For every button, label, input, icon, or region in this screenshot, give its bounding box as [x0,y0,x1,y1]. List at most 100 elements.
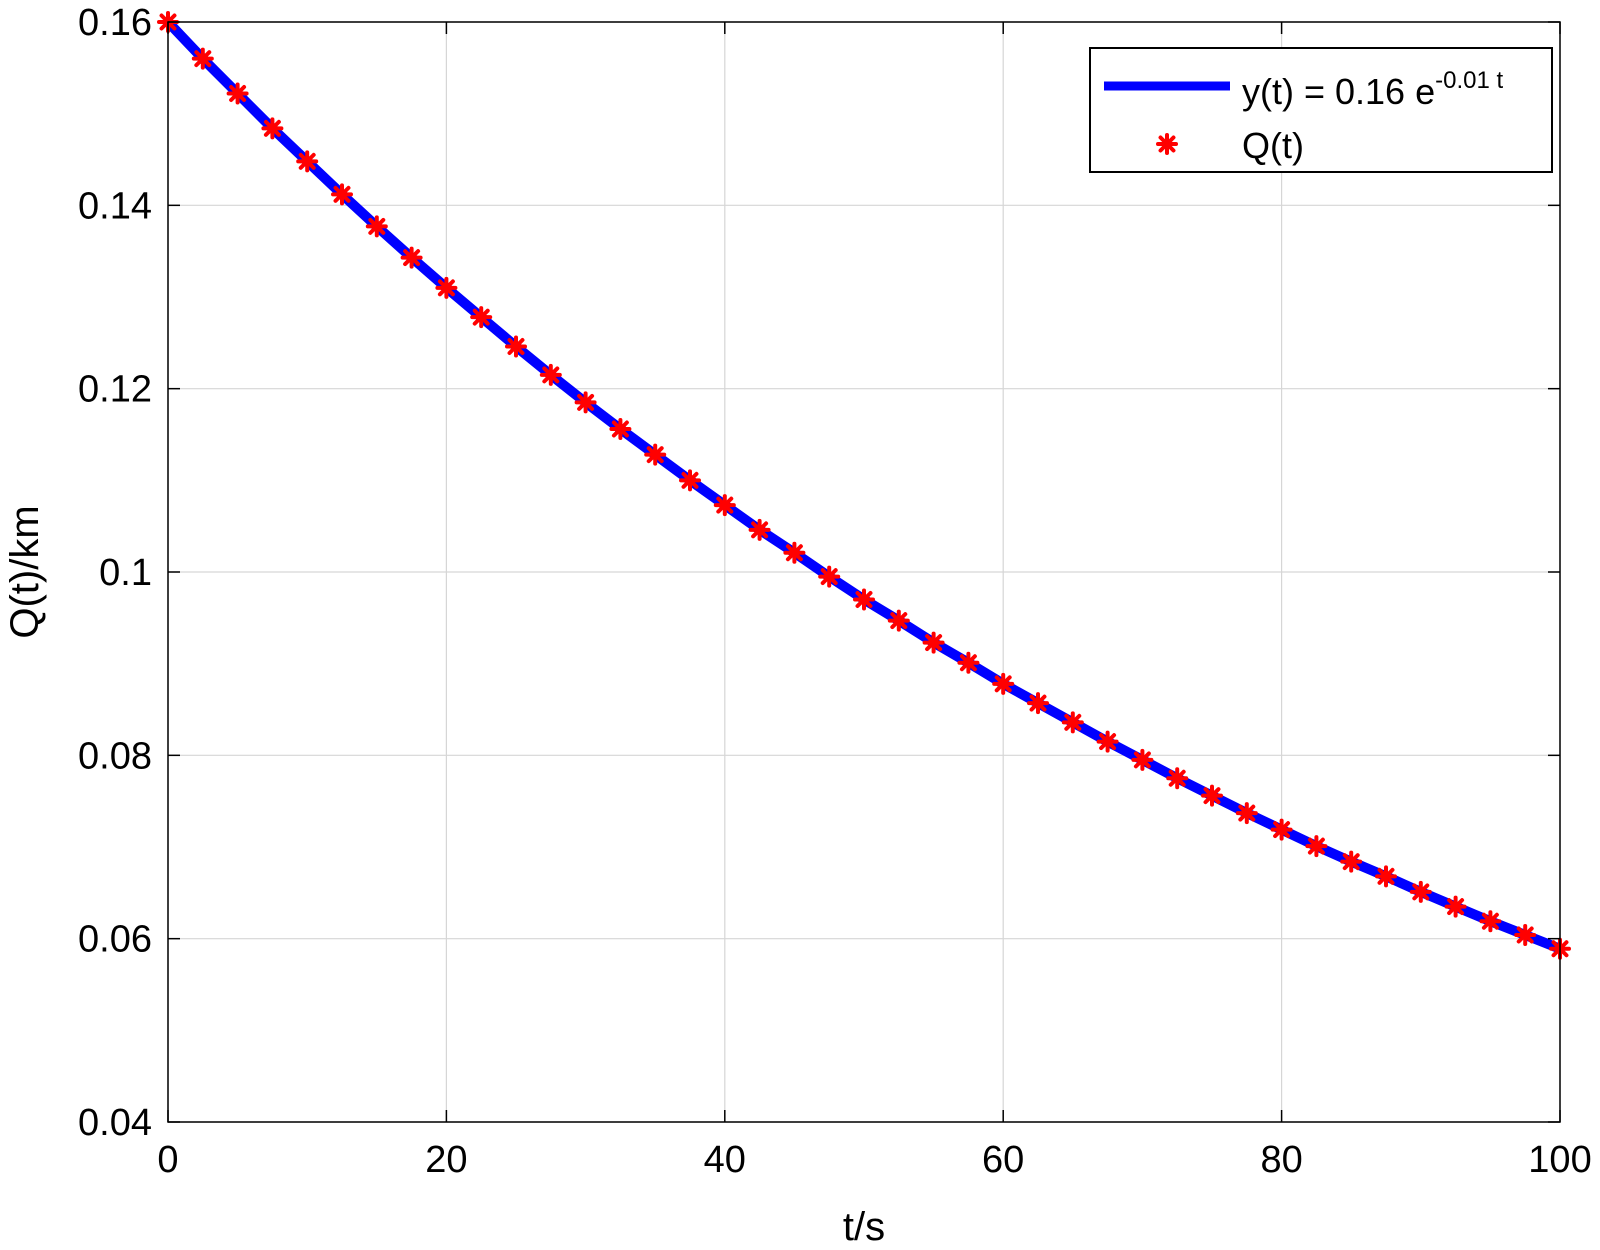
x-tick-label: 0 [157,1139,178,1181]
marker-stroke [925,634,943,652]
data-point [1375,865,1397,888]
marker-stroke [855,591,873,608]
marker-stroke [1099,733,1117,751]
legend-asterisk [1156,133,1178,155]
marker-stroke [507,338,525,355]
data-point [1270,818,1293,841]
marker-stroke [1412,883,1430,901]
marker-stroke [1307,837,1325,855]
marker-stroke [1168,769,1186,787]
data-point [957,651,980,674]
data-point [505,335,527,358]
y-tick-label: 0.14 [78,185,152,227]
data-point [574,391,597,414]
legend-marker-swatch [1156,133,1178,155]
data-point [331,183,353,206]
data-point [435,276,458,299]
marker-stroke [1133,751,1151,769]
data-point [1409,880,1432,903]
y-tick-label: 0.04 [78,1102,152,1144]
plot-area [157,11,1571,960]
data-point [1061,711,1084,734]
legend: y(t) = 0.16 e-0.01 t Q(t) [1089,47,1553,173]
data-point [1235,802,1258,825]
marker-stroke [263,119,281,137]
marker-stroke [1158,135,1176,153]
data-point [713,494,736,517]
data-point [1444,895,1467,918]
data-point [191,47,214,70]
data-point [748,518,771,541]
y-tick-label: 0.08 [78,735,152,777]
marker-stroke [403,249,421,267]
marker-stroke [333,185,351,203]
data-point [400,246,423,269]
x-tick-label: 60 [982,1139,1024,1181]
marker-stroke [1238,804,1256,822]
marker-stroke [298,152,316,170]
legend-entry-fit-exponent: -0.01 t [1435,67,1503,94]
data-point [887,609,910,632]
marker-stroke [1481,912,1499,930]
data-point [783,541,806,564]
data-point [922,631,945,654]
data-point [992,672,1015,695]
marker-stroke [229,85,247,102]
data-point [679,469,701,492]
data-point [644,443,667,466]
y-tick-label: 0.12 [78,369,152,411]
marker-stroke [611,420,629,438]
x-tick-label: 40 [704,1139,746,1181]
axis-ticks: 0 20 40 60 80 100 0.04 0.06 0.08 0.1 0.12 0.14 0.16 [78,2,1592,1181]
marker-stroke [716,496,734,514]
data-point [1305,835,1328,858]
marker-stroke [1377,867,1395,885]
marker-stroke [437,279,455,297]
marker-stroke [890,612,908,630]
legend-entry-fit-base: y(t) = 0.16 e [1242,71,1435,112]
data-point [609,418,632,440]
marker-stroke [820,568,838,586]
data-point [1131,748,1154,771]
data-point [1027,692,1049,715]
data-point [1340,850,1363,873]
marker-stroke [1029,694,1047,712]
marker-stroke [1273,821,1291,839]
marker-stroke [959,654,977,672]
data-point [226,82,249,105]
marker-stroke [194,50,212,68]
data-point [261,117,284,140]
marker-stroke [577,393,595,411]
marker-stroke [1342,853,1360,871]
marker-stroke [1203,787,1221,805]
y-axis-label: Q(t)/km [3,505,47,638]
data-point [853,588,875,611]
x-tick-label: 80 [1260,1139,1302,1181]
data-point [365,215,388,238]
marker-stroke [1064,713,1082,731]
marker-stroke [646,446,664,464]
marker-stroke [751,521,769,539]
legend-entry-data: Q(t) [1242,125,1304,166]
data-point [1166,767,1189,790]
marker-stroke [1516,926,1534,944]
marker-stroke [1447,898,1465,916]
data-point [296,150,319,173]
y-tick-label: 0.06 [78,919,152,961]
x-tick-label: 100 [1528,1139,1591,1181]
marker-stroke [785,544,803,562]
y-tick-label: 0.1 [99,552,152,594]
data-point [470,306,493,329]
data-point [1479,910,1502,933]
marker-stroke [368,217,386,235]
marker-stroke [542,366,560,384]
data-point [1514,924,1537,946]
legend-entry-fit: y(t) = 0.16 e-0.01 t [1242,67,1503,112]
marker-stroke [681,471,699,489]
x-axis-label: t/s [843,1205,885,1249]
data-point [1096,730,1119,753]
marker-stroke [994,675,1012,693]
data-point [539,363,562,386]
